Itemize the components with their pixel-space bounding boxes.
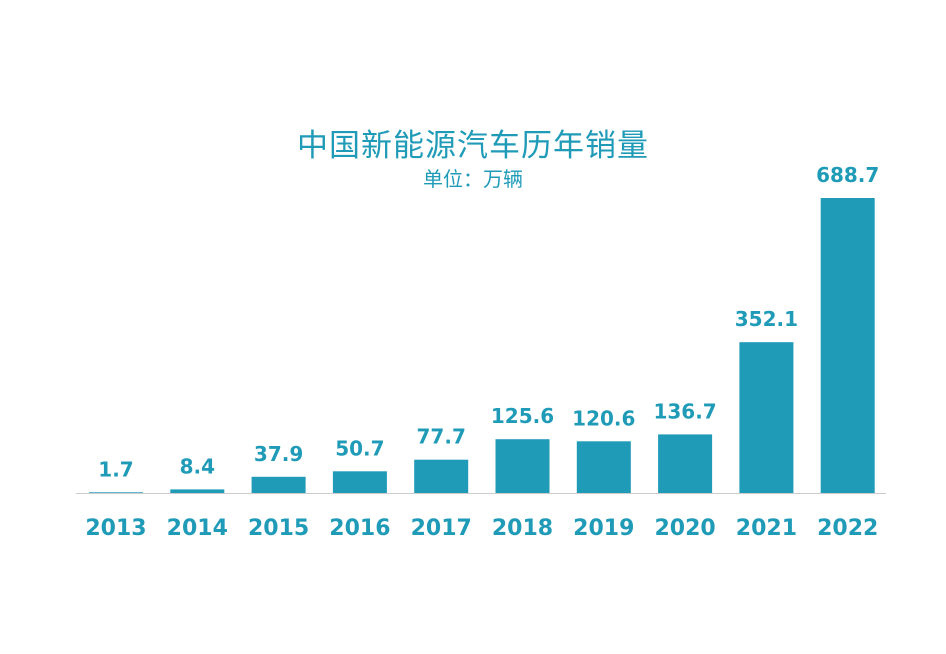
bar-2022 [820, 198, 875, 493]
x-tick-label-2018: 2018 [492, 516, 553, 541]
bar-2018 [495, 439, 550, 493]
bar-2013 [89, 492, 143, 493]
data-label-2019: 120.6 [572, 406, 635, 430]
bar-2019 [576, 441, 631, 493]
x-tick-label-2021: 2021 [736, 516, 797, 541]
bar-2015 [251, 476, 306, 493]
x-tick-label-2019: 2019 [573, 516, 634, 541]
chart-title: 中国新能源汽车历年销量 [297, 128, 649, 164]
bar-2020 [658, 434, 713, 493]
data-label-2017: 77.7 [417, 425, 466, 449]
x-tick-label-2015: 2015 [248, 516, 309, 541]
data-label-2022: 688.7 [816, 163, 879, 187]
x-tick-label-2020: 2020 [654, 516, 715, 541]
x-tick-label-2014: 2014 [167, 516, 228, 541]
data-label-2016: 50.7 [335, 436, 384, 460]
bar-2016 [332, 471, 387, 493]
data-label-2021: 352.1 [735, 307, 798, 331]
bar-2021 [739, 342, 794, 493]
bar-2014 [170, 489, 225, 493]
data-label-2018: 125.6 [491, 404, 554, 428]
data-label-2014: 8.4 [180, 454, 215, 478]
data-label-2013: 1.7 [98, 457, 133, 481]
bar-2017 [414, 459, 469, 493]
x-tick-label-2017: 2017 [411, 516, 472, 541]
x-tick-label-2016: 2016 [329, 516, 390, 541]
x-tick-label-2022: 2022 [817, 516, 878, 541]
x-tick-label-2013: 2013 [85, 516, 146, 541]
data-label-2015: 37.9 [254, 442, 303, 466]
data-label-2020: 136.7 [653, 399, 716, 423]
chart-subtitle: 单位：万辆 [423, 167, 523, 191]
